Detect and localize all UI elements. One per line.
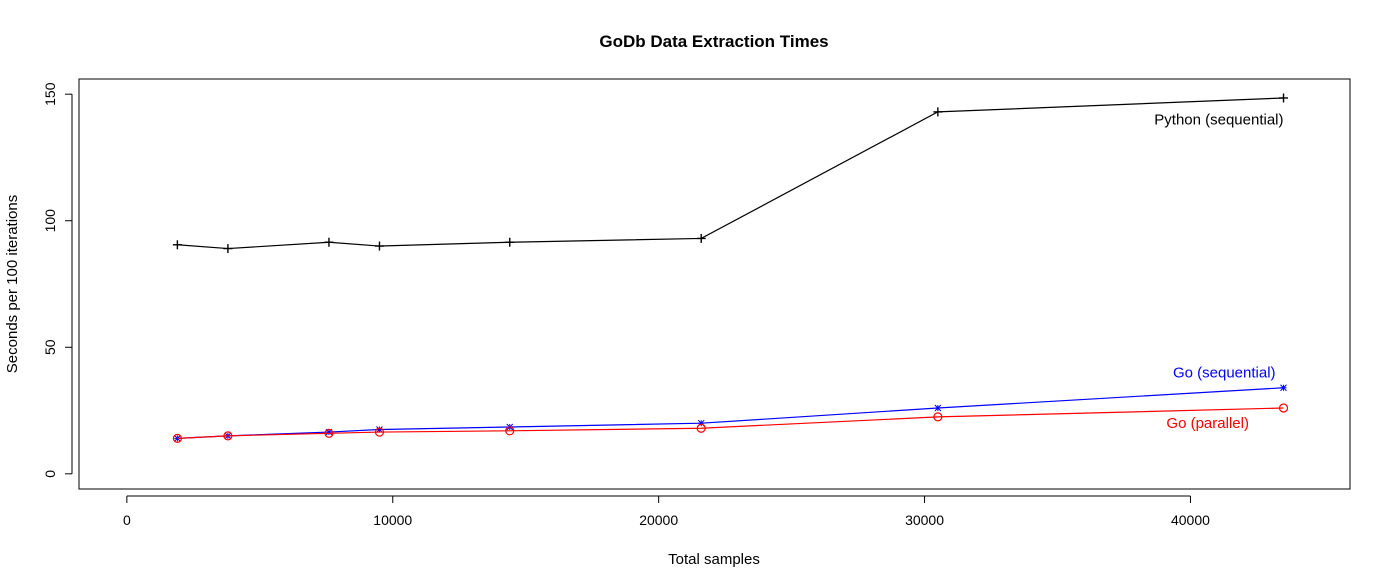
- data-point: [696, 423, 706, 433]
- series-label: Python (sequential): [1154, 111, 1283, 128]
- x-tick-label: 20000: [639, 512, 678, 528]
- x-tick-label: 10000: [373, 512, 412, 528]
- series-python-sequential: Python (sequential): [172, 93, 1289, 254]
- data-point: [374, 427, 385, 437]
- series-go-sequential: Go (sequential): [174, 365, 1287, 442]
- y-tick-label: 50: [42, 339, 58, 355]
- plot-frame: [78, 78, 1351, 490]
- data-point: [223, 244, 233, 254]
- y-tick-label: 150: [42, 82, 58, 106]
- y-axis: 0 50 100 150: [42, 82, 73, 478]
- data-point: [324, 237, 334, 247]
- data-point: [933, 107, 943, 117]
- series-label: Go (parallel): [1166, 415, 1249, 432]
- x-tick-label: 40000: [1171, 512, 1210, 528]
- x-tick-label: 30000: [905, 512, 944, 528]
- y-tick-label: 100: [42, 209, 58, 233]
- data-point: [933, 412, 943, 422]
- x-axis: 0 10000 20000 30000 40000: [123, 495, 1210, 528]
- series-go-parallel: Go (parallel): [172, 403, 1289, 443]
- series-line: [177, 407, 1284, 439]
- y-tick-label: 0: [42, 470, 58, 478]
- data-point: [223, 431, 233, 441]
- chart-title: GoDb Data Extraction Times: [599, 32, 828, 51]
- data-point: [324, 428, 334, 438]
- data-point: [505, 237, 515, 247]
- data-point: [696, 233, 706, 243]
- data-point: [374, 241, 384, 251]
- data-point: [934, 404, 942, 412]
- series-line: [177, 387, 1284, 439]
- x-tick-label: 0: [123, 512, 131, 528]
- x-axis-label: Total samples: [668, 551, 760, 568]
- series-label: Go (sequential): [1173, 365, 1276, 382]
- data-point: [1278, 403, 1289, 413]
- data-point: [1280, 384, 1287, 392]
- data-point: [172, 433, 182, 443]
- series-layer: Python (sequential) Go (sequential) Go (pa…: [172, 93, 1289, 443]
- data-point: [1279, 93, 1289, 103]
- y-axis-label: Seconds per 100 iterations: [4, 195, 21, 373]
- data-point: [172, 240, 182, 250]
- data-point: [505, 426, 515, 436]
- series-line: [177, 97, 1284, 250]
